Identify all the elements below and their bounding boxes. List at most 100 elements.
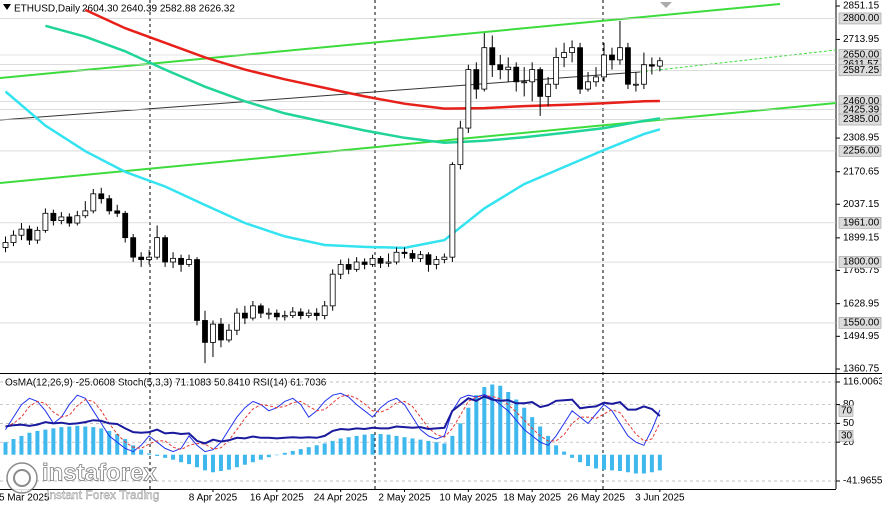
osma-bar: [394, 435, 399, 455]
candle-body: [601, 54, 607, 78]
candle-body: [481, 47, 488, 90]
osma-bar: [274, 454, 279, 456]
candle-body: [313, 312, 320, 316]
osma-bar: [514, 399, 519, 455]
candle-body: [122, 212, 129, 239]
candle-body: [58, 216, 65, 222]
osma-bar: [266, 454, 271, 458]
osma-bar: [19, 435, 24, 455]
candle-body: [170, 257, 176, 263]
candle-body: [34, 229, 41, 241]
osma-bar: [187, 454, 192, 465]
osma-bar: [171, 454, 176, 460]
candle-body: [545, 83, 552, 97]
candle-body: [489, 47, 496, 66]
osma-bar: [123, 439, 128, 455]
watermark-tagline: Instant Forex Trading: [46, 488, 159, 502]
osma-bar: [3, 442, 8, 455]
candle-body: [449, 164, 456, 258]
y-tick-label: 20: [843, 437, 855, 448]
candle-body: [569, 47, 575, 53]
candle-body: [305, 312, 312, 316]
osma-bar: [602, 454, 606, 470]
candle-body: [441, 256, 448, 260]
candle-body: [513, 66, 520, 83]
candle-body: [106, 198, 113, 212]
candle-body: [241, 312, 248, 319]
level-box: [838, 113, 882, 126]
level-label: 1800.00: [843, 257, 880, 268]
moving-average: [45, 24, 661, 144]
candle-body: [529, 69, 536, 83]
level-box: [838, 217, 882, 229]
osma-bar: [362, 434, 367, 455]
y-tick-label: -41.9655: [843, 476, 882, 487]
osma-bar: [458, 423, 463, 455]
candle-body: [321, 305, 328, 316]
candle-body: [329, 273, 336, 307]
candle-body: [593, 76, 599, 83]
candle-body: [297, 311, 304, 316]
osma-bar: [306, 447, 311, 455]
level-label: 70: [841, 405, 853, 416]
candle-body: [226, 329, 232, 341]
level-label: 2385.00: [843, 114, 880, 125]
candle-body: [369, 257, 376, 265]
y-tick-label: 50: [843, 418, 855, 429]
candle-body: [281, 315, 288, 318]
candle-body: [377, 257, 384, 264]
level-label: 2460.00: [843, 96, 880, 107]
chart-menu-icon: [3, 4, 11, 10]
osma-bar: [386, 434, 391, 455]
y-tick-label: 2308.95: [843, 133, 880, 144]
level-box: [838, 430, 854, 442]
osma-bar: [218, 454, 223, 471]
osma-bar: [554, 445, 559, 455]
osma-bar: [139, 449, 144, 455]
x-tick-label: 24 Apr 2025: [314, 493, 368, 504]
indicator-line: [5, 394, 661, 451]
candle-body: [433, 259, 440, 265]
osma-bar: [657, 454, 662, 471]
candle-body: [609, 54, 615, 61]
candle-body: [393, 251, 400, 263]
candle-body: [154, 237, 161, 258]
candle-body: [234, 312, 240, 331]
osma-bar: [586, 454, 591, 466]
candle-body: [617, 47, 623, 61]
y-tick-label: 1494.95: [843, 331, 880, 342]
watermark-logo: [6, 462, 38, 494]
trend-line: [0, 3, 781, 79]
osma-bar: [131, 445, 136, 455]
candle-body: [457, 127, 464, 165]
candle-body: [98, 193, 105, 200]
candle-body: [82, 210, 89, 217]
osma-bar: [506, 392, 511, 455]
osma-bar: [298, 449, 303, 455]
candle-body: [18, 228, 25, 236]
candle-body: [74, 215, 81, 224]
osma-bar: [147, 453, 152, 455]
candle-body: [178, 257, 184, 265]
candle-body: [521, 81, 528, 84]
candle-body: [361, 261, 368, 265]
candle-body: [409, 253, 416, 259]
level-box: [838, 317, 882, 329]
osma-bar: [163, 454, 168, 458]
osma-bar: [210, 454, 215, 473]
osma-bar: [242, 454, 247, 465]
osma-bar: [633, 454, 638, 474]
y-tick-label: 1899.15: [843, 233, 880, 244]
candle-body: [648, 64, 655, 67]
osma-bar: [378, 434, 383, 455]
candle-body: [90, 193, 97, 212]
candle-body: [273, 312, 280, 318]
level-box: [838, 12, 882, 25]
osma-bar: [625, 454, 630, 473]
candle-body: [505, 66, 512, 71]
candle-body: [585, 81, 591, 90]
level-label: 1550.00: [843, 318, 880, 329]
chart-title: ETHUSD,Daily: [14, 4, 80, 15]
